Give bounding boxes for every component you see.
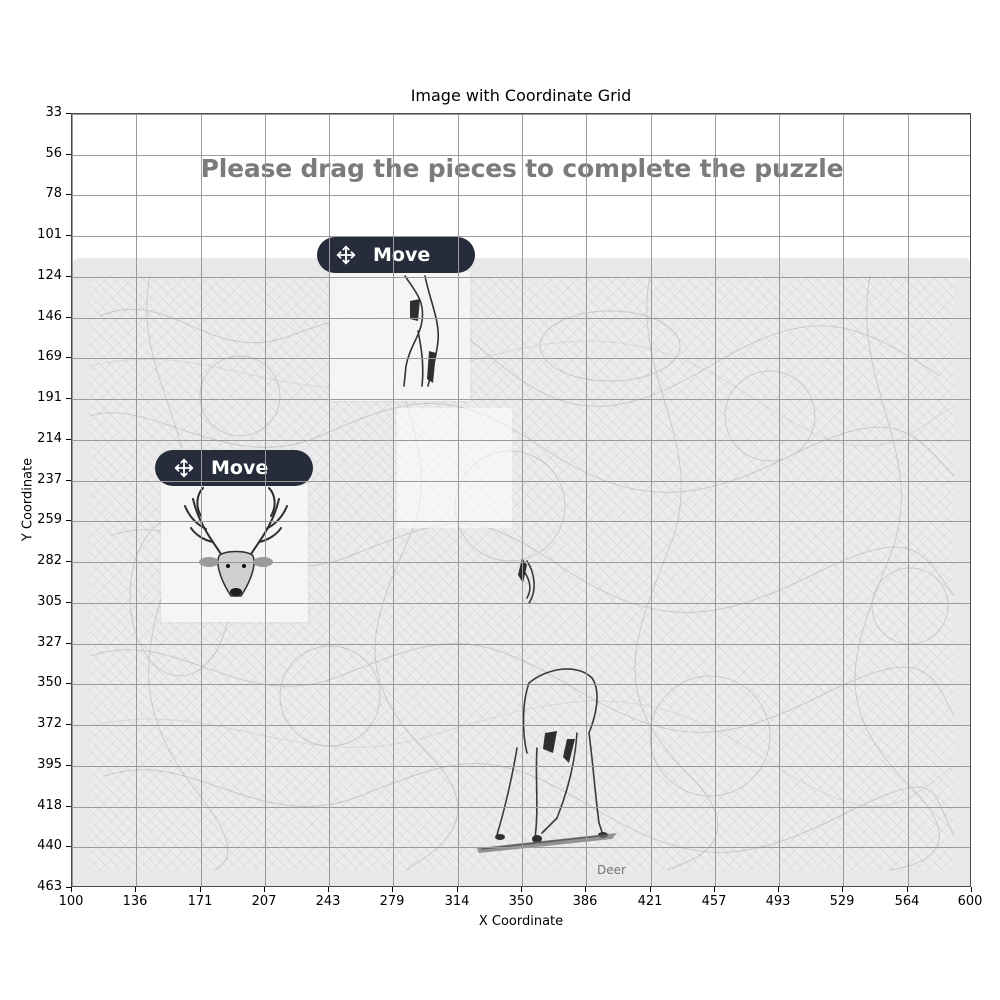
y-tick-mark: [66, 520, 71, 521]
y-tick-label: 395: [37, 757, 62, 772]
y-tick-mark: [66, 235, 71, 236]
x-tick-label: 314: [444, 894, 470, 909]
x-tick-mark: [778, 887, 779, 892]
x-tick-label: 421: [637, 894, 663, 909]
x-tick-mark: [328, 887, 329, 892]
deer-caption: Deer: [597, 863, 626, 877]
y-tick-label: 282: [37, 553, 62, 568]
x-tick-label: 171: [187, 894, 213, 909]
puzzle-slot: [397, 408, 512, 528]
move-button[interactable]: Move: [155, 450, 313, 486]
move-button-label: Move: [373, 244, 431, 266]
y-tick-label: 440: [37, 838, 62, 853]
x-tick-mark: [971, 887, 972, 892]
y-tick-label: 350: [37, 675, 62, 690]
x-tick-label: 564: [894, 894, 920, 909]
x-tick-mark: [200, 887, 201, 892]
y-tick-mark: [66, 887, 71, 888]
y-axis-label: Y Coordinate: [20, 457, 36, 542]
x-tick-mark: [457, 887, 458, 892]
plot-area: Please drag the pieces to complete the p…: [71, 113, 971, 887]
x-tick-mark: [71, 887, 72, 892]
y-tick-mark: [66, 724, 71, 725]
x-tick-mark: [521, 887, 522, 892]
x-tick-label: 529: [829, 894, 855, 909]
move-arrows-icon: [336, 245, 356, 265]
y-tick-mark: [66, 276, 71, 277]
x-tick-label: 493: [765, 894, 791, 909]
x-tick-mark: [842, 887, 843, 892]
chart-title: Image with Coordinate Grid: [410, 86, 632, 105]
y-tick-label: 146: [37, 309, 62, 324]
x-tick-mark: [907, 887, 908, 892]
x-tick-label: 100: [58, 894, 84, 909]
move-button-label: Move: [211, 457, 269, 479]
coordinate-grid: [72, 114, 970, 886]
y-tick-label: 237: [37, 472, 62, 487]
y-tick-label: 372: [37, 716, 62, 731]
move-button[interactable]: Move: [317, 237, 475, 273]
y-tick-label: 214: [37, 431, 62, 446]
y-tick-mark: [66, 561, 71, 562]
y-tick-label: 101: [37, 227, 62, 242]
y-tick-mark: [66, 317, 71, 318]
x-axis-label: X Coordinate: [478, 914, 564, 929]
x-tick-mark: [392, 887, 393, 892]
y-tick-mark: [66, 439, 71, 440]
y-tick-mark: [66, 683, 71, 684]
y-tick-label: 259: [37, 512, 62, 527]
x-tick-label: 600: [957, 894, 983, 909]
puzzle-piece-1[interactable]: [330, 271, 470, 401]
y-tick-label: 191: [37, 390, 62, 405]
x-tick-mark: [135, 887, 136, 892]
y-tick-label: 463: [37, 879, 62, 894]
y-tick-mark: [66, 846, 71, 847]
y-tick-label: 327: [37, 635, 62, 650]
y-tick-mark: [66, 154, 71, 155]
y-tick-mark: [66, 398, 71, 399]
y-tick-label: 78: [45, 186, 62, 201]
x-tick-label: 207: [251, 894, 277, 909]
x-tick-mark: [264, 887, 265, 892]
y-tick-mark: [66, 480, 71, 481]
y-tick-label: 33: [45, 105, 62, 120]
y-tick-mark: [66, 113, 71, 114]
x-tick-label: 457: [701, 894, 727, 909]
y-tick-label: 56: [45, 146, 62, 161]
move-arrows-icon: [174, 458, 194, 478]
x-tick-label: 350: [508, 894, 534, 909]
x-tick-label: 136: [122, 894, 148, 909]
y-tick-mark: [66, 806, 71, 807]
y-tick-label: 124: [37, 268, 62, 283]
y-tick-mark: [66, 194, 71, 195]
x-tick-mark: [585, 887, 586, 892]
x-tick-label: 243: [315, 894, 341, 909]
x-tick-label: 279: [379, 894, 405, 909]
y-tick-label: 169: [37, 349, 62, 364]
x-tick-label: 386: [572, 894, 598, 909]
background-scribbles: [90, 276, 954, 870]
y-tick-label: 418: [37, 798, 62, 813]
y-tick-mark: [66, 602, 71, 603]
y-tick-mark: [66, 765, 71, 766]
x-tick-mark: [714, 887, 715, 892]
y-tick-mark: [66, 357, 71, 358]
y-tick-mark: [66, 643, 71, 644]
x-tick-mark: [650, 887, 651, 892]
y-tick-label: 305: [37, 594, 62, 609]
